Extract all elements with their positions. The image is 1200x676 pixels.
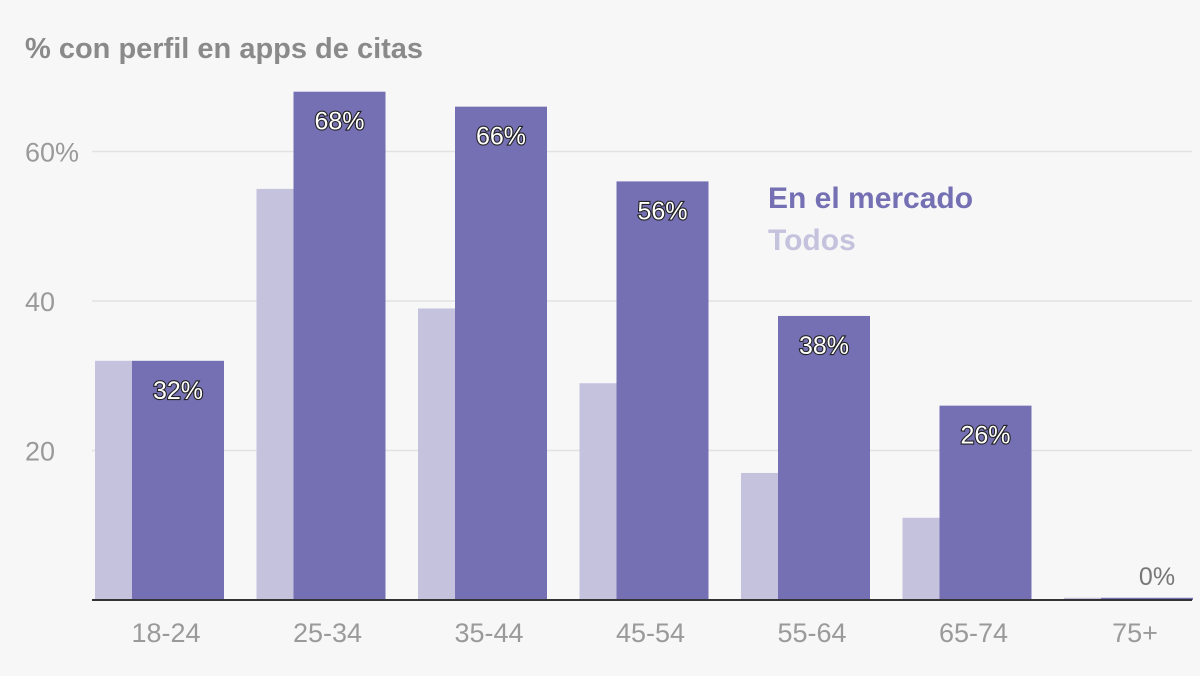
bar-todos xyxy=(95,360,132,600)
bar-todos xyxy=(902,517,940,600)
x-tick-label: 18-24 xyxy=(131,618,200,648)
y-tick-label: 20 xyxy=(25,437,55,467)
bar-todos xyxy=(741,472,778,600)
bar-todos xyxy=(256,188,294,600)
bar-en-el-mercado xyxy=(455,106,547,601)
legend-en-el-mercado: En el mercado xyxy=(768,182,973,215)
bar-en-el-mercado xyxy=(293,91,386,600)
bar-todos xyxy=(1064,597,1101,600)
x-tick-label: 35-44 xyxy=(454,618,523,648)
data-label: 38% xyxy=(799,332,849,360)
bar-en-el-mercado xyxy=(616,181,709,600)
bar-todos xyxy=(418,308,455,600)
x-tick-label: 65-74 xyxy=(939,618,1008,648)
chart-title: % con perfil en apps de citas xyxy=(25,33,423,65)
data-label: 66% xyxy=(476,123,526,151)
x-tick-label: 55-64 xyxy=(777,618,846,648)
bar-todos xyxy=(579,383,617,600)
bar-en-el-mercado xyxy=(939,405,1032,600)
bar-en-el-mercado xyxy=(778,315,870,600)
data-label: 26% xyxy=(960,422,1010,450)
data-label: 0% xyxy=(1139,563,1175,591)
legend-todos: Todos xyxy=(768,224,856,257)
bar-en-el-mercado xyxy=(1101,597,1193,600)
x-tick-label: 75+ xyxy=(1112,618,1158,648)
y-tick-label: 60% xyxy=(25,138,79,168)
x-tick-label: 25-34 xyxy=(293,618,362,648)
bar-en-el-mercado xyxy=(132,360,224,600)
data-label: 32% xyxy=(153,377,203,405)
y-tick-label: 40 xyxy=(25,287,55,317)
data-label: 68% xyxy=(314,108,364,136)
data-label: 56% xyxy=(637,197,687,225)
x-tick-label: 45-54 xyxy=(616,618,685,648)
